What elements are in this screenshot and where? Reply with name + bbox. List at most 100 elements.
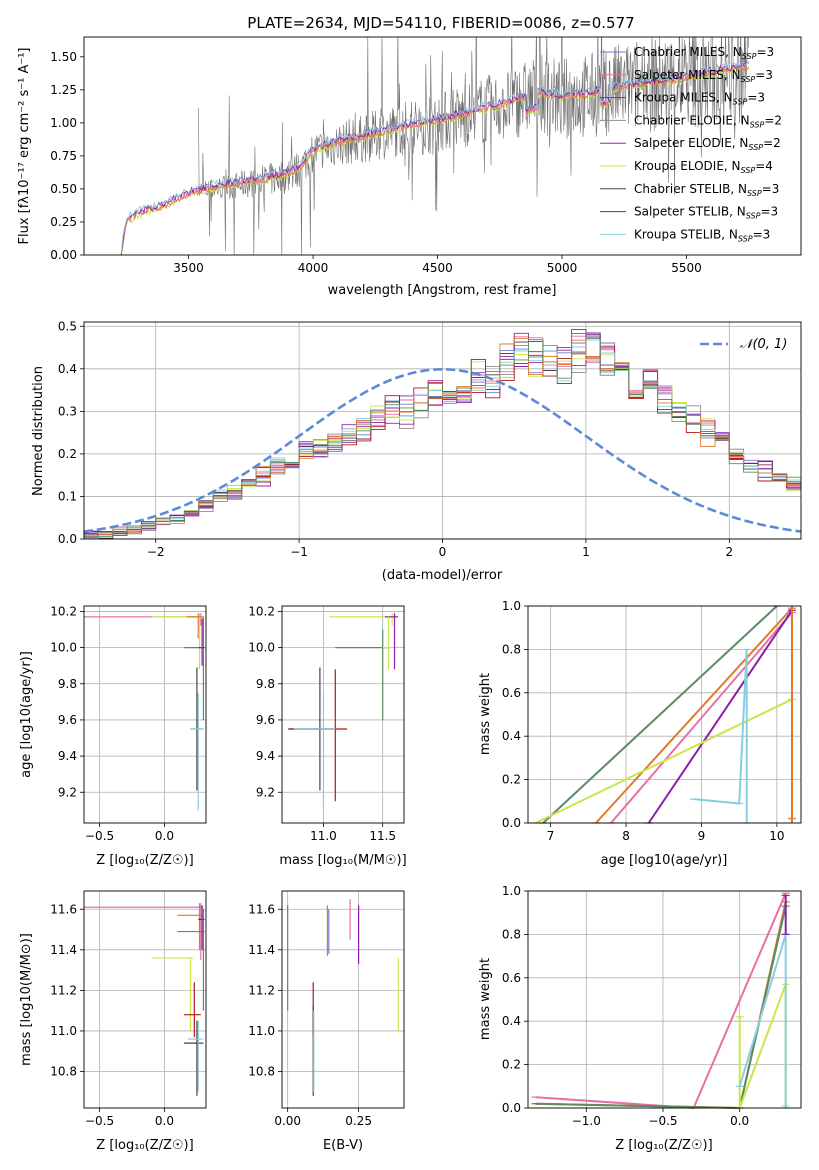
- y-tick-label: 11.0: [50, 1024, 77, 1038]
- axes-frame: [527, 890, 802, 1109]
- axes-mass-Z: −0.5 0.0 10.8 11.0 11.2 11.4 11.6 Z [log₁₀(Z/Z☉…: [19, 890, 207, 1153]
- x-axis-label: age [log10(age/yr)]: [601, 853, 728, 868]
- histogram-series: [83, 338, 801, 539]
- axes-weight-Z: −1.0 −0.5 0.0 0.0 0.2 0.4 0.6 0.8 1.0 Z [log₁₀(Z/…: [478, 884, 802, 1153]
- legend-entry: Chabrier STELIB, NSSP=3: [634, 182, 779, 198]
- axes-weight-age: 7 8 9 10 0.0 0.2 0.4 0.6 0.8 1.0 age [log10(age/yr…: [478, 599, 802, 868]
- y-tick-label: 0.50: [50, 182, 77, 196]
- x-tick-label: 0.00: [274, 1114, 301, 1128]
- y-tick-label: 10.0: [50, 641, 77, 655]
- y-tick-label: 10.2: [50, 604, 77, 618]
- y-tick-label: 0.75: [50, 149, 77, 163]
- y-tick-label: 1.00: [50, 116, 77, 130]
- axes-age-mass: 11.0 11.5 9.2 9.4 9.6 9.8 10.0 10.2 mass [log₁₀(…: [248, 604, 406, 868]
- x-tick-label: −1: [290, 545, 308, 559]
- y-tick-label: 0.2: [502, 773, 521, 787]
- figure-title: PLATE=2634, MJD=54110, FIBERID=0086, z=0…: [247, 14, 634, 32]
- y-tick-label: 11.4: [50, 943, 77, 957]
- weight-line: [693, 649, 748, 823]
- y-tick-label: 0.25: [50, 215, 77, 229]
- x-tick-label: 1: [582, 545, 590, 559]
- x-axis-label: wavelength [Angstrom, rest frame]: [328, 283, 557, 298]
- x-axis-label: mass [log₁₀(M/M☉)]: [279, 853, 406, 868]
- normal-distribution-curve: [83, 367, 802, 533]
- y-axis-label: mass [log10(M/M⊙)]: [19, 933, 34, 1066]
- weight-line: [535, 905, 787, 1110]
- y-tick-label: 0.1: [58, 489, 77, 503]
- axes-age-Z: −0.5 0.0 9.2 9.4 9.6 9.8 10.0 10.2 Z [log₁₀(Z/Z☉…: [19, 604, 207, 868]
- legend-entry: Chabrier MILES, NSSP=3: [634, 45, 774, 61]
- axes-mass-ebv: 0.00 0.25 10.8 11.0 11.2 11.4 11.6 E(B-V): [248, 890, 405, 1153]
- y-tick-label: 11.4: [248, 943, 275, 957]
- axes-frame: [281, 890, 405, 1109]
- y-tick-label: 1.50: [50, 50, 77, 64]
- x-tick-label: 7: [547, 829, 555, 843]
- x-tick-label: 0: [439, 545, 447, 559]
- weight-line: [535, 698, 793, 824]
- y-axis-label: Normed distribution: [31, 366, 46, 496]
- x-tick-label: 11.5: [369, 829, 396, 843]
- x-tick-label: 5000: [547, 261, 578, 275]
- y-tick-label: 0.8: [502, 927, 521, 941]
- y-tick-label: 0.2: [58, 447, 77, 461]
- x-tick-label: 4000: [298, 261, 329, 275]
- y-tick-label: 9.2: [256, 785, 275, 799]
- x-tick-label: −2: [147, 545, 165, 559]
- legend-entry: Salpeter MILES, NSSP=3: [634, 68, 773, 84]
- x-tick-label: 0.0: [155, 829, 174, 843]
- y-tick-label: 11.6: [50, 902, 77, 916]
- axes-frame: [83, 321, 802, 540]
- plots-group: 3500 4000 4500 5000 55000.000.250.500.751.00…: [17, 36, 802, 1153]
- y-axis-label: mass weight: [478, 673, 493, 755]
- axes-frame: [83, 605, 207, 824]
- x-tick-label: 0.0: [730, 1114, 749, 1128]
- axes-frame: [527, 605, 802, 824]
- axes-residuals: −2 −1 0 1 2 0.0 0.1 0.2 0.3 0.4 0.5 𝒩(0, 1) (data-mo…: [31, 319, 802, 583]
- axes-frame: [83, 890, 207, 1109]
- y-tick-label: 9.8: [58, 677, 77, 691]
- model-spectrum-line: [120, 63, 750, 255]
- x-tick-label: 0.25: [345, 1114, 372, 1128]
- y-tick-label: 10.2: [248, 604, 275, 618]
- y-tick-label: 0.6: [502, 971, 521, 985]
- legend-entry: Kroupa ELODIE, NSSP=4: [634, 159, 773, 175]
- y-tick-label: 10.8: [50, 1064, 77, 1078]
- y-tick-label: 0.4: [502, 1014, 521, 1028]
- x-tick-label: −0.5: [648, 1114, 677, 1128]
- legend-entry: Salpeter STELIB, NSSP=3: [634, 205, 778, 221]
- legend-entry: 𝒩(0, 1): [740, 337, 787, 352]
- legend-entry: Kroupa MILES, NSSP=3: [634, 91, 765, 107]
- axes-spectrum: 3500 4000 4500 5000 5500 0.00 0.25 0.50 0.75 1.00…: [17, 36, 802, 298]
- x-axis-label: E(B-V): [323, 1138, 363, 1153]
- y-tick-label: 9.4: [256, 749, 275, 763]
- y-tick-label: 0.6: [502, 686, 521, 700]
- x-axis-label: Z [log₁₀(Z/Z☉)]: [96, 1138, 193, 1153]
- y-tick-label: 0.3: [58, 404, 77, 418]
- x-tick-label: 11.0: [310, 829, 337, 843]
- x-tick-label: 0.0: [155, 1114, 174, 1128]
- legend-entry: Kroupa STELIB, NSSP=3: [634, 227, 770, 243]
- y-tick-label: 9.4: [58, 749, 77, 763]
- weight-line: [595, 605, 793, 824]
- y-tick-label: 1.0: [502, 599, 521, 613]
- x-tick-label: 4500: [422, 261, 453, 275]
- y-axis-label: Flux [fλ10⁻¹⁷ erg cm⁻² s⁻¹ A⁻¹]: [17, 48, 32, 245]
- y-tick-label: 11.0: [248, 1024, 275, 1038]
- model-spectrum-line: [120, 60, 750, 254]
- legend-entry: Salpeter ELODIE, NSSP=2: [634, 136, 781, 152]
- weight-line: [542, 605, 778, 824]
- y-tick-label: 0.0: [58, 532, 77, 546]
- x-axis-label: Z [log₁₀(Z/Z☉)]: [615, 1138, 712, 1153]
- y-tick-label: 0.0: [502, 1101, 521, 1115]
- y-axis-label: mass weight: [478, 958, 493, 1040]
- x-axis-label: Z [log₁₀(Z/Z☉)]: [96, 853, 193, 868]
- y-tick-label: 0.2: [502, 1058, 521, 1072]
- x-tick-label: 8: [622, 829, 630, 843]
- y-tick-label: 1.25: [50, 83, 77, 97]
- x-tick-label: 9: [698, 829, 706, 843]
- y-tick-label: 10.8: [248, 1064, 275, 1078]
- y-tick-label: 10.0: [248, 641, 275, 655]
- x-tick-label: −0.5: [85, 829, 114, 843]
- x-tick-label: 2: [725, 545, 733, 559]
